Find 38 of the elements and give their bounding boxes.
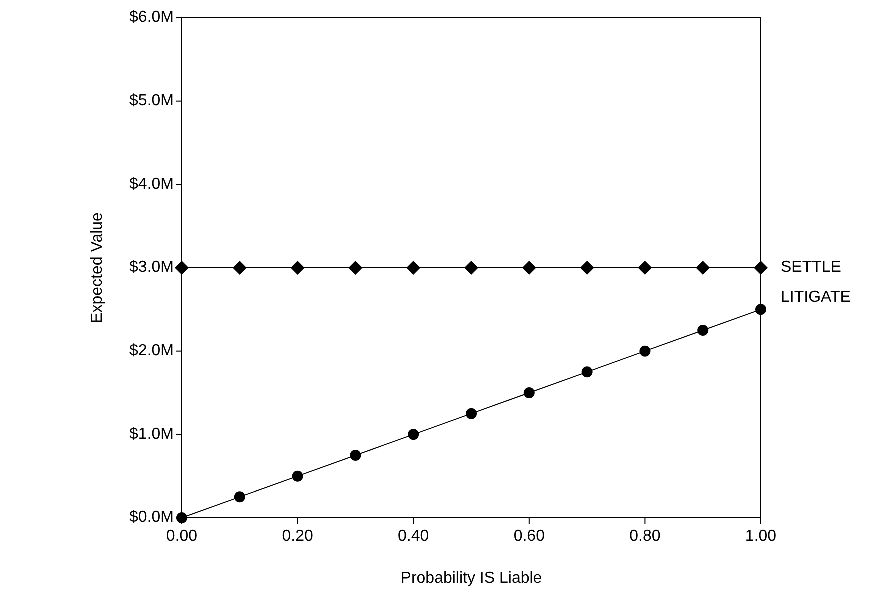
point <box>754 261 768 275</box>
point <box>350 450 362 461</box>
point <box>756 304 766 316</box>
point <box>290 261 305 275</box>
point <box>696 261 710 275</box>
x-tick-label: 0.40 <box>398 528 430 545</box>
point <box>464 261 478 275</box>
y-axis-title: Expected Value <box>89 212 106 324</box>
point <box>524 388 535 398</box>
x-tick-label: 0.20 <box>282 528 314 545</box>
point <box>408 429 420 440</box>
x-tick-label: 0.60 <box>514 528 546 545</box>
point <box>175 261 189 275</box>
y-tick-label: $5.0M <box>130 92 174 110</box>
point <box>232 261 247 275</box>
point <box>638 261 652 275</box>
point <box>234 492 246 503</box>
x-axis-title: Probability IS Liable <box>400 570 542 587</box>
x-tick-label: 1.00 <box>745 528 777 545</box>
series-label: LITIGATE <box>781 288 851 306</box>
point <box>640 346 651 357</box>
point <box>348 261 363 275</box>
x-tick-label: 0.80 <box>630 528 661 545</box>
point <box>580 261 594 275</box>
y-tick-label: $3.0M <box>130 259 174 276</box>
y-tick-label: $1.0M <box>130 426 174 443</box>
y-tick-label: $6.0M <box>130 9 174 26</box>
point <box>582 366 593 378</box>
point <box>292 470 304 482</box>
y-tick-label: $0.0M <box>130 509 174 526</box>
point <box>522 261 536 275</box>
point <box>698 325 709 336</box>
y-tick-label: $4.0M <box>130 176 174 193</box>
x-tick-label: 0.00 <box>166 528 198 545</box>
y-tick-label: $2.0M <box>130 342 174 360</box>
point <box>406 261 421 275</box>
point <box>466 408 477 420</box>
series-label: SETTLE <box>781 259 842 276</box>
